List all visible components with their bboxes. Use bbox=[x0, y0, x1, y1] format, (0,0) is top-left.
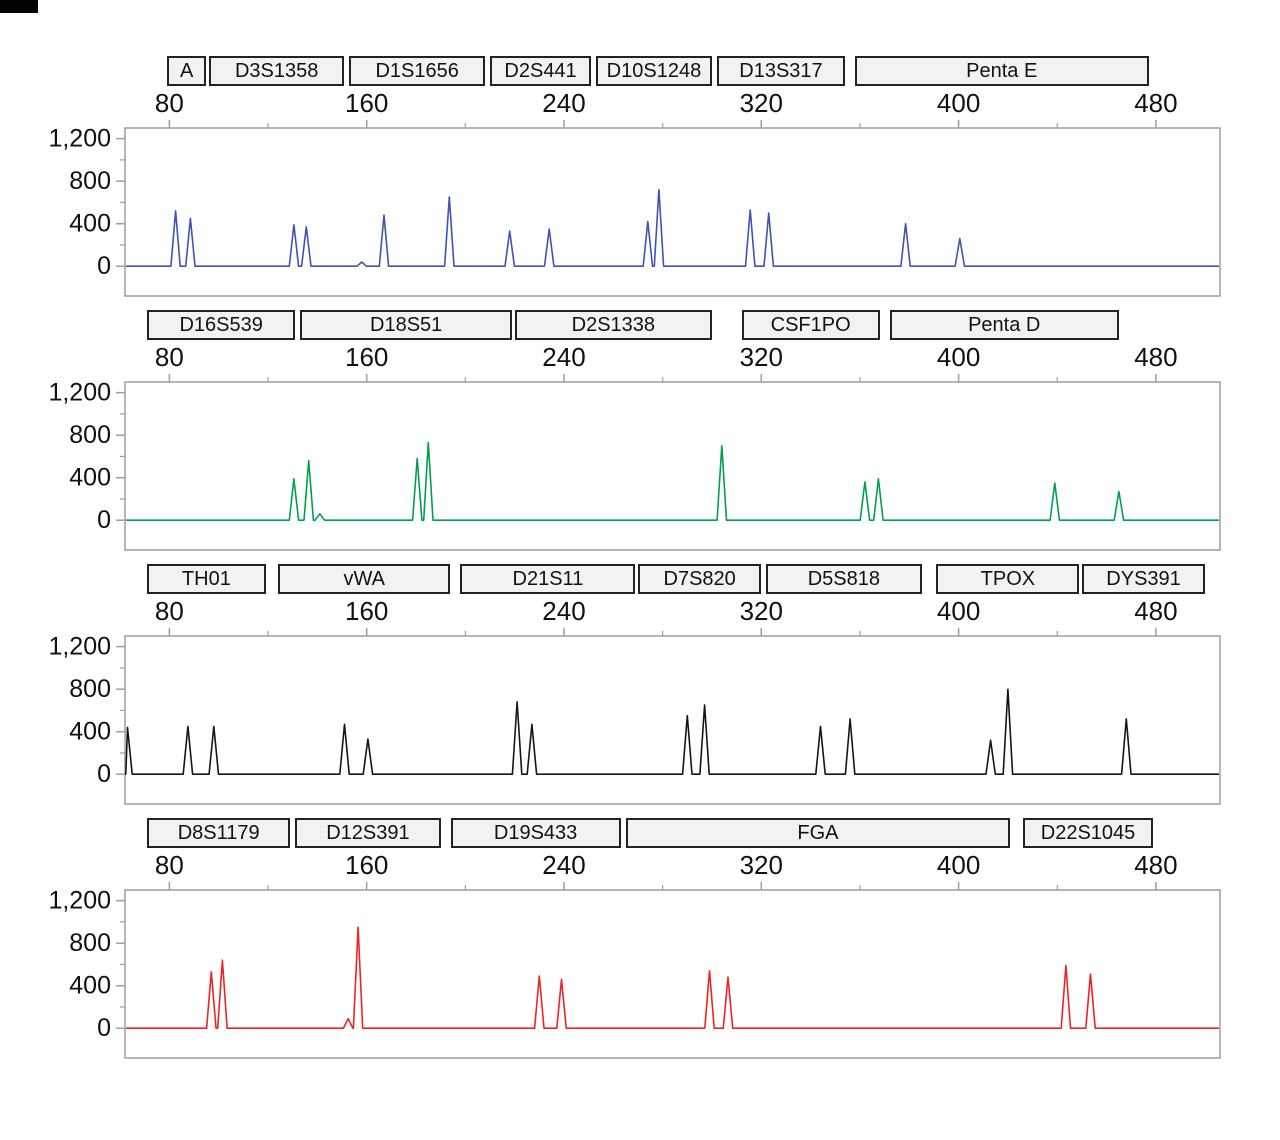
marker-box-D19S433: D19S433 bbox=[450, 818, 621, 848]
x-tick-label: 160 bbox=[344, 342, 389, 372]
x-tick-label: 480 bbox=[1134, 88, 1178, 118]
top-left-artifact bbox=[0, 0, 38, 13]
marker-box-D3S1358: D3S1358 bbox=[208, 56, 345, 86]
marker-box-D13S317: D13S317 bbox=[716, 56, 846, 86]
x-tick-label: 480 bbox=[1134, 342, 1178, 372]
x-tick-label: 400 bbox=[936, 596, 981, 626]
trace-green bbox=[126, 441, 1219, 521]
marker-box-D18S51: D18S51 bbox=[300, 310, 513, 340]
plot-blue: 0 400 800 1,200 bbox=[48, 120, 1221, 297]
marker-box-D16S539: D16S539 bbox=[147, 310, 296, 340]
y-tick-label: 400 bbox=[69, 718, 111, 746]
trace-black bbox=[125, 688, 1219, 775]
epg-panels: A D3S1358 D1S1656 D2S441 D10S1248 D13S317 Pent… bbox=[0, 56, 1280, 1060]
y-tick-label: 1,200 bbox=[48, 633, 111, 661]
y-tick-label: 0 bbox=[97, 506, 111, 534]
x-tick-label: 320 bbox=[739, 850, 783, 880]
marker-box-CSF1PO: CSF1PO bbox=[741, 310, 880, 340]
x-axis-labels-green: 80 160 240 320 400 480 bbox=[0, 342, 1240, 372]
marker-box-A: A bbox=[166, 56, 207, 86]
x-tick-label: 80 bbox=[154, 342, 184, 372]
x-tick-label: 480 bbox=[1134, 850, 1178, 880]
x-tick-label: 320 bbox=[739, 596, 783, 626]
y-tick-label: 0 bbox=[97, 760, 111, 788]
x-tick-label: 240 bbox=[542, 596, 586, 626]
marker-box-vWA: vWA bbox=[277, 564, 451, 594]
y-tick-label: 800 bbox=[69, 421, 111, 449]
x-tick-label: 480 bbox=[1134, 596, 1178, 626]
x-tick-label: 400 bbox=[936, 850, 981, 880]
x-tick-label: 400 bbox=[936, 88, 981, 118]
x-tick-label: 400 bbox=[936, 342, 981, 372]
marker-box-TH01: TH01 bbox=[147, 564, 266, 594]
marker-box-D8S1179: D8S1179 bbox=[147, 818, 291, 848]
marker-box-TPOX: TPOX bbox=[936, 564, 1080, 594]
plot-red: 0 400 800 1,200 bbox=[48, 882, 1221, 1059]
plot-border bbox=[124, 635, 1221, 805]
marker-box-D2S441: D2S441 bbox=[490, 56, 592, 86]
marker-box-D12S391: D12S391 bbox=[295, 818, 441, 848]
marker-box-D2S1338: D2S1338 bbox=[514, 310, 712, 340]
x-tick-label: 320 bbox=[739, 88, 783, 118]
x-axis-labels-black: 80 160 240 320 400 480 bbox=[0, 596, 1240, 626]
marker-box-D5S818: D5S818 bbox=[766, 564, 922, 594]
marker-box-D1S1656: D1S1656 bbox=[349, 56, 485, 86]
y-tick-label: 0 bbox=[97, 252, 111, 280]
marker-box-Penta E: Penta E bbox=[855, 56, 1149, 86]
marker-box-D21S11: D21S11 bbox=[460, 564, 636, 594]
marker-box-D22S1045: D22S1045 bbox=[1022, 818, 1154, 848]
marker-row-green: D16S539 D18S51 D2S1338 CSF1PO Penta D bbox=[0, 310, 1240, 340]
plot-green: 0 400 800 1,200 bbox=[48, 374, 1221, 551]
plot-border bbox=[124, 381, 1221, 551]
y-tick-label: 1,200 bbox=[48, 125, 111, 153]
plot-border bbox=[124, 889, 1221, 1059]
electropherogram-figure: A D3S1358 D1S1656 D2S441 D10S1248 D13S317 Pent… bbox=[0, 0, 1280, 1060]
y-tick-label: 800 bbox=[69, 929, 111, 957]
y-tick-label: 1,200 bbox=[48, 887, 111, 915]
marker-box-Penta D: Penta D bbox=[889, 310, 1119, 340]
marker-box-FGA: FGA bbox=[625, 818, 1011, 848]
x-tick-label: 240 bbox=[542, 850, 586, 880]
x-axis-labels-red: 80 160 240 320 400 480 bbox=[0, 850, 1240, 880]
marker-row-black: TH01 vWA D21S11 D7S820 D5S818 TPOX DYS391 bbox=[0, 564, 1240, 594]
plot-black: 0 400 800 1,200 bbox=[48, 628, 1221, 805]
x-tick-label: 80 bbox=[154, 850, 184, 880]
y-tick-label: 1,200 bbox=[48, 379, 111, 407]
marker-box-D10S1248: D10S1248 bbox=[596, 56, 712, 86]
epg-panel-red: D8S1179 D12S391 D19S433 FGA D22S1045 80 160 240… bbox=[0, 818, 1280, 1060]
marker-box-DYS391: DYS391 bbox=[1081, 564, 1206, 594]
x-tick-label: 320 bbox=[739, 342, 783, 372]
marker-row-blue: A D3S1358 D1S1656 D2S441 D10S1248 D13S317 Pent… bbox=[0, 56, 1240, 86]
y-tick-label: 0 bbox=[97, 1014, 111, 1042]
x-tick-label: 160 bbox=[344, 88, 389, 118]
y-tick-label: 800 bbox=[69, 167, 111, 195]
x-tick-label: 240 bbox=[542, 342, 586, 372]
epg-panel-blue: A D3S1358 D1S1656 D2S441 D10S1248 D13S317 Pent… bbox=[0, 56, 1280, 298]
marker-row-red: D8S1179 D12S391 D19S433 FGA D22S1045 bbox=[0, 818, 1240, 848]
trace-blue bbox=[126, 188, 1219, 267]
x-axis-labels-blue: 80 160 240 320 400 480 bbox=[0, 88, 1240, 118]
x-tick-label: 160 bbox=[344, 850, 389, 880]
x-tick-label: 160 bbox=[344, 596, 389, 626]
y-tick-label: 800 bbox=[69, 675, 111, 703]
y-tick-label: 400 bbox=[69, 464, 111, 492]
x-tick-label: 80 bbox=[154, 596, 184, 626]
y-tick-label: 400 bbox=[69, 972, 111, 1000]
marker-box-D7S820: D7S820 bbox=[638, 564, 762, 594]
epg-panel-green: D16S539 D18S51 D2S1338 CSF1PO Penta D 80 160 24… bbox=[0, 310, 1280, 552]
x-tick-label: 240 bbox=[542, 88, 586, 118]
y-tick-label: 400 bbox=[69, 210, 111, 238]
epg-panel-black: TH01 vWA D21S11 D7S820 D5S818 TPOX DYS391 80 160… bbox=[0, 564, 1280, 806]
plot-border bbox=[124, 127, 1221, 297]
trace-red bbox=[126, 926, 1219, 1029]
x-tick-label: 80 bbox=[154, 88, 184, 118]
